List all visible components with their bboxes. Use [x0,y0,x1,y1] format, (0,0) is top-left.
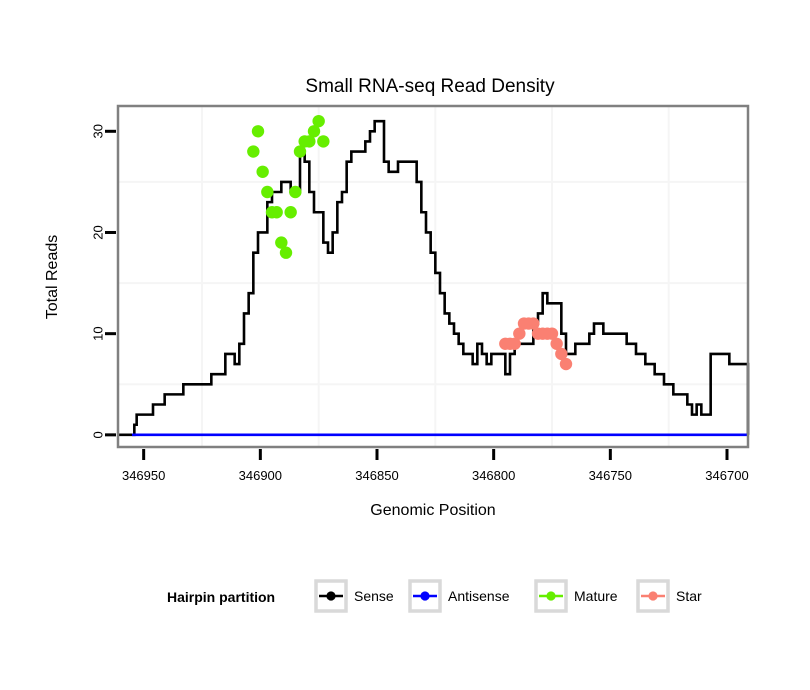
series-line-sense [118,119,750,437]
y-tick-label: 0 [91,431,106,438]
legend-key-point [648,591,658,601]
chart-title: Small RNA-seq Read Density [305,76,555,97]
data-point-mature [247,145,260,158]
y-tick-label: 20 [91,225,106,239]
legend-item-sense[interactable]: Sense [314,579,394,613]
data-point-star [555,347,568,361]
data-point-mature [303,135,316,148]
data-point-star [559,357,573,371]
legend-item-star[interactable]: Star [636,579,702,613]
data-point-mature [275,236,288,249]
data-point-mature [293,145,307,158]
legend-label: Mature [574,588,618,604]
gridlines [118,106,748,447]
data-point-star [513,327,526,340]
data-point-star [545,327,559,340]
legend-key-point [420,591,430,601]
axis-layer: 346950 346900 346850 346800 346750 346700 0 10 2… [91,124,749,483]
data-point-star [527,317,540,330]
x-tick-label: 346750 [589,468,632,483]
x-tick-label: 346850 [355,468,398,483]
data-point-mature [317,135,330,148]
plot-panel-border [116,104,750,449]
chart-legend: Hairpin partition Sense Antisense Mature St… [167,579,702,613]
data-point-mature [270,206,283,219]
legend-key-point [326,591,336,601]
legend-label: Antisense [448,588,510,604]
data-point-mature [284,206,297,219]
data-point-mature [289,185,302,199]
legend-title: Hairpin partition [167,589,275,605]
data-point-mature [307,125,321,138]
y-tick-label: 30 [91,124,106,138]
x-tick-label: 346800 [472,468,515,483]
x-tick-label: 346950 [122,468,165,483]
data-point-mature [279,246,293,259]
data-point-mature [256,165,269,178]
legend-label: Star [676,588,702,604]
data-series-layer [118,114,750,437]
x-tick-label: 346700 [705,468,748,483]
legend-item-antisense[interactable]: Antisense [408,579,510,613]
legend-item-mature[interactable]: Mature [534,579,618,613]
data-point-mature [251,125,265,138]
x-tick-label: 346900 [239,468,282,483]
y-axis-label: Total Reads [44,235,61,320]
data-point-mature [312,114,325,128]
plot-panel-background [118,106,748,447]
legend-label: Sense [354,588,394,604]
data-point-star [508,337,521,350]
data-point-mature [261,185,274,199]
y-tick-label: 10 [91,326,106,340]
x-axis-label: Genomic Position [370,502,495,519]
data-point-star [550,337,563,350]
legend-key-point [546,591,556,601]
